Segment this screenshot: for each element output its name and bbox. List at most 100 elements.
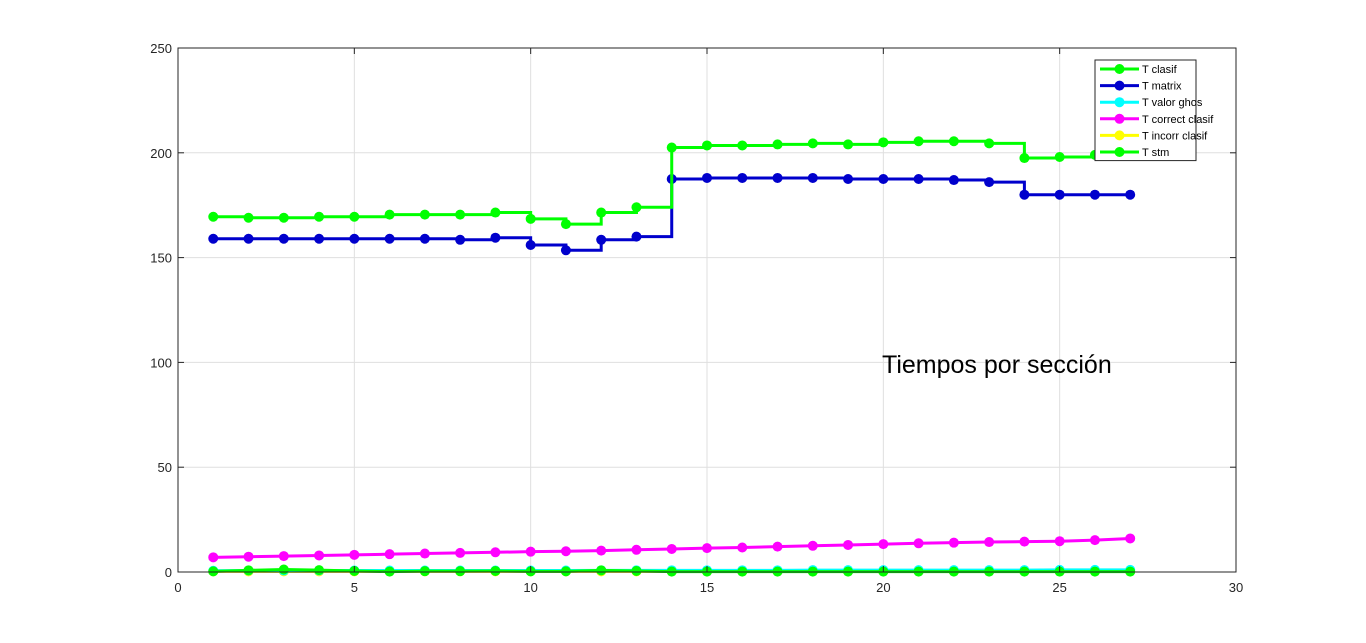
data-point — [1125, 189, 1136, 200]
data-point — [984, 537, 995, 548]
data-point — [1019, 536, 1030, 547]
x-tick-label: 0 — [174, 580, 181, 595]
chart-annotation: Tiempos por sección — [882, 351, 1112, 379]
data-point — [984, 138, 995, 149]
y-tick-label: 250 — [150, 41, 172, 56]
data-point — [1089, 535, 1100, 546]
data-point — [490, 547, 501, 558]
x-tick-label: 20 — [876, 580, 890, 595]
data-point — [631, 202, 642, 213]
data-point — [525, 240, 536, 251]
data-point — [349, 549, 360, 560]
data-point — [702, 543, 712, 554]
data-point — [490, 207, 501, 218]
data-point — [525, 213, 536, 224]
data-point — [878, 174, 889, 184]
data-point — [878, 539, 889, 550]
data-point — [349, 233, 360, 244]
legend-label: T matrix — [1142, 81, 1182, 93]
data-point — [807, 138, 818, 149]
y-tick-label: 100 — [150, 355, 172, 370]
data-point — [278, 551, 289, 562]
data-point — [560, 245, 571, 256]
data-point — [314, 565, 325, 576]
series-t-matrix — [208, 172, 1136, 256]
data-point — [278, 212, 289, 223]
legend-label: T clasif — [1142, 64, 1178, 76]
data-point — [314, 211, 325, 222]
data-point — [419, 548, 430, 559]
legend-marker — [1114, 64, 1125, 74]
data-point — [1089, 189, 1100, 200]
y-tick-label: 200 — [150, 146, 172, 161]
data-point — [208, 211, 219, 222]
y-tick-label: 0 — [165, 565, 172, 580]
x-tick-label: 5 — [351, 580, 358, 595]
data-point — [208, 566, 219, 577]
legend-marker — [1114, 113, 1125, 124]
legend-label: T stm — [1142, 147, 1169, 159]
legend-item[interactable]: T clasif — [1100, 64, 1178, 76]
legend-marker — [1114, 147, 1125, 157]
legend-item[interactable]: T matrix — [1100, 80, 1182, 93]
legend-item[interactable]: T valor ghos — [1100, 97, 1203, 109]
legend-marker — [1114, 130, 1125, 141]
data-point — [737, 140, 748, 151]
x-tick-label: 25 — [1052, 580, 1066, 595]
data-point — [490, 565, 501, 576]
data-point — [807, 172, 818, 183]
data-point — [631, 565, 642, 576]
data-point — [702, 172, 712, 183]
data-point — [1019, 153, 1030, 164]
data-point — [384, 209, 395, 220]
data-point — [455, 209, 466, 220]
legend-label: T incorr clasif — [1142, 130, 1208, 142]
data-point — [772, 139, 783, 150]
data-point — [948, 136, 959, 147]
legend-label: T valor ghos — [1142, 97, 1203, 109]
data-point — [737, 542, 748, 553]
data-point — [737, 172, 748, 183]
legend-marker — [1114, 80, 1125, 91]
data-point — [631, 544, 642, 555]
data-point — [702, 140, 712, 151]
data-point — [878, 137, 889, 148]
data-point — [384, 549, 395, 560]
legend[interactable]: T clasif T matrix T valor ghos T correct cl… — [1094, 59, 1214, 162]
data-point — [913, 136, 924, 147]
data-point — [596, 565, 607, 576]
legend-label: T correct clasif — [1142, 114, 1214, 126]
data-point — [984, 177, 995, 188]
legend-item[interactable]: T incorr clasif — [1100, 130, 1208, 142]
data-point — [666, 142, 677, 153]
data-point — [455, 547, 466, 558]
data-point — [208, 233, 219, 244]
data-point — [948, 537, 959, 548]
data-point — [243, 212, 254, 223]
data-point — [278, 564, 289, 575]
data-point — [560, 566, 571, 577]
data-point — [596, 234, 607, 245]
data-point — [807, 540, 818, 551]
data-point — [314, 233, 325, 244]
data-point — [843, 539, 854, 550]
data-point — [560, 219, 571, 230]
series-line — [213, 176, 1131, 252]
data-point — [560, 546, 571, 557]
data-point — [666, 543, 677, 554]
legend-item[interactable]: T stm — [1100, 147, 1169, 159]
y-tick-label: 150 — [150, 251, 172, 266]
data-point — [843, 139, 854, 150]
data-point — [1019, 189, 1030, 200]
data-point — [913, 174, 924, 184]
legend-marker — [1114, 97, 1125, 108]
data-point — [243, 233, 254, 244]
data-point — [419, 209, 430, 220]
data-point — [490, 232, 501, 243]
data-point — [349, 211, 360, 222]
data-point — [208, 552, 219, 563]
data-point — [455, 234, 466, 245]
data-point — [772, 541, 783, 552]
legend-item[interactable]: T correct clasif — [1100, 113, 1214, 126]
